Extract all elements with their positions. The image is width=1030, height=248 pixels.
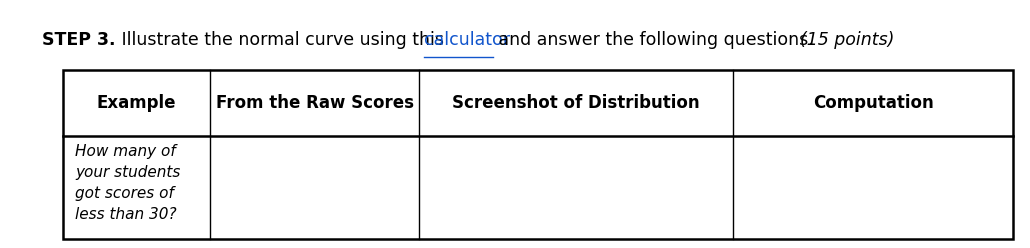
Text: calculator: calculator bbox=[423, 31, 510, 49]
Text: Example: Example bbox=[97, 94, 176, 112]
Text: (15 points): (15 points) bbox=[799, 31, 894, 49]
Text: Computation: Computation bbox=[813, 94, 933, 112]
Text: Illustrate the normal curve using this: Illustrate the normal curve using this bbox=[116, 31, 450, 49]
Text: Screenshot of Distribution: Screenshot of Distribution bbox=[452, 94, 700, 112]
Text: How many of
your students
got scores of
less than 30?: How many of your students got scores of … bbox=[75, 144, 180, 222]
Text: STEP 3.: STEP 3. bbox=[42, 31, 116, 49]
Text: and answer the following questions.: and answer the following questions. bbox=[493, 31, 820, 49]
Text: From the Raw Scores: From the Raw Scores bbox=[216, 94, 414, 112]
